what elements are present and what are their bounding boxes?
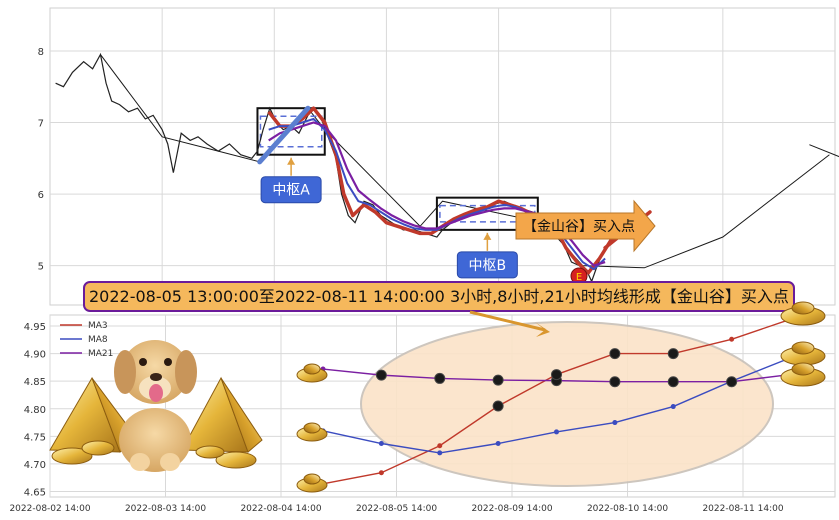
gold-ingot-icon-left-1 <box>296 363 328 383</box>
top-grid <box>50 8 835 305</box>
highlight-ellipse <box>360 321 774 487</box>
series-point-ma8 <box>378 441 384 447</box>
gold-pyramid-right-icon <box>181 376 263 469</box>
series-point-ma3 <box>437 443 443 449</box>
x-tick-label: 2022-08-04 14:00 <box>240 504 321 514</box>
bottom-y-tick-label: 4.70 <box>24 460 46 471</box>
bottom-panel: 4.95 4.90 4.85 4.80 4.75 4.70 4.65 2022-08-02 … <box>9 301 836 514</box>
top-y-axis: 8 7 6 5 <box>38 47 44 273</box>
bi-stroke-segment <box>257 105 311 165</box>
series-point-ma8 <box>612 420 618 426</box>
pointer-arrow <box>469 310 546 332</box>
legend-item-ma8: MA8 <box>60 335 108 345</box>
bottom-y-tick-label: 4.95 <box>24 322 46 333</box>
marked-point <box>434 372 446 384</box>
legend: MA3 MA8 MA21 <box>60 321 113 359</box>
series-point-ma3 <box>729 336 735 342</box>
bottom-y-tick-label: 4.90 <box>24 350 46 361</box>
bottom-y-tick-label: 4.80 <box>24 405 46 416</box>
zhongshu-callout-label: 中枢A <box>272 183 310 199</box>
bottom-y-tick-label: 4.75 <box>24 432 46 443</box>
series-point-ma8 <box>554 429 559 435</box>
series-point-ma8 <box>670 404 676 410</box>
legend-item-ma3: MA3 <box>60 321 108 331</box>
marked-point <box>551 369 562 381</box>
zhongshu-callout-box <box>260 176 322 204</box>
top-y-tick-label: 7 <box>38 119 44 130</box>
marked-points <box>375 348 738 412</box>
bottom-y-axis: 4.95 4.90 4.85 4.80 4.75 4.70 4.65 <box>24 322 46 498</box>
gold-ingot-icon-right-3 <box>780 362 826 387</box>
x-tick-label: 2022-08-09 14:00 <box>471 504 552 514</box>
signal-banner-text: 2022-08-05 13:00:00至2022-08-11 14:00:00 … <box>89 287 789 306</box>
gold-ingot-icon-left-3 <box>296 473 328 493</box>
callout-pointer-head <box>483 232 492 240</box>
marked-point <box>667 376 679 388</box>
x-tick-label: 2022-08-05 14:00 <box>356 504 437 514</box>
zhongshu-callout-label: 中枢B <box>469 258 507 274</box>
marked-point <box>726 376 738 388</box>
x-tick-label: 2022-08-11 14:00 <box>702 504 783 514</box>
zhongshu-inner-box <box>259 115 323 148</box>
x-tick-label: 2022-08-02 14:00 <box>9 504 90 514</box>
legend-item-ma21: MA21 <box>60 349 113 359</box>
marked-point <box>667 348 679 360</box>
x-tick-label: 2022-08-10 14:00 <box>587 504 668 514</box>
marked-point <box>609 348 621 360</box>
marked-point <box>492 400 504 412</box>
legend-label-ma3: MA3 <box>88 321 108 331</box>
marked-point <box>375 369 387 381</box>
top-y-tick-label: 5 <box>38 262 44 273</box>
trend-end-tick <box>809 144 839 158</box>
buy-point-label: 【金山谷】买入点 <box>523 219 635 235</box>
gold-ingot-icon-left-2 <box>296 422 328 442</box>
gold-ingot-icon-right-2 <box>780 341 826 366</box>
top-y-tick-label: 6 <box>38 190 44 201</box>
zhongshu-callout-box <box>456 251 518 279</box>
buy-point-marker-label: E <box>576 272 582 283</box>
legend-label-ma8: MA8 <box>88 335 108 345</box>
x-tick-label: 2022-08-03 14:00 <box>125 504 206 514</box>
series-point-ma8 <box>495 441 501 447</box>
bottom-y-tick-label: 4.85 <box>24 377 46 388</box>
series-point-ma8 <box>437 450 443 456</box>
puppy-icon <box>114 340 197 472</box>
gold-ingot-icon-right-1 <box>780 301 826 326</box>
top-panel: 8 7 6 5 中枢A 中枢B 【金山谷】买入点 E <box>38 7 839 306</box>
series-point-ma3 <box>378 470 384 476</box>
zhongshu-callouts: 中枢A 中枢B <box>260 157 518 279</box>
buy-point-arrow: 【金山谷】买入点 <box>515 199 656 253</box>
top-plot-frame <box>49 7 836 306</box>
x-axis: 2022-08-02 14:00 2022-08-03 14:00 2022-08-… <box>9 504 783 514</box>
marked-point <box>492 374 504 386</box>
signal-banner: 2022-08-05 13:00:00至2022-08-11 14:00:00 … <box>83 281 795 312</box>
legend-label-ma21: MA21 <box>88 349 113 359</box>
bottom-y-tick-label: 4.65 <box>24 487 46 498</box>
marked-point <box>609 376 621 388</box>
callout-pointer-head <box>287 157 296 165</box>
top-y-tick-label: 8 <box>38 47 44 58</box>
